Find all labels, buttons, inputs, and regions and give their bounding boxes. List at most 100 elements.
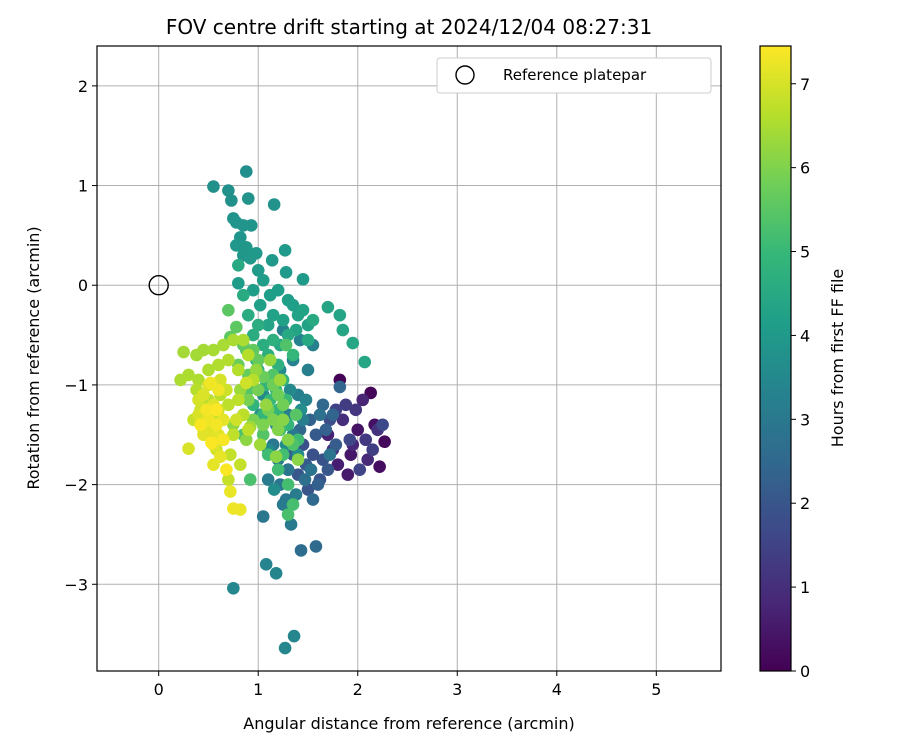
data-point	[373, 460, 386, 473]
colorbar-tick-label: 5	[800, 243, 810, 262]
data-point	[298, 473, 312, 486]
data-point	[205, 436, 218, 450]
data-point	[281, 433, 295, 447]
data-point	[296, 272, 310, 286]
data-point	[251, 263, 265, 277]
data-point	[224, 485, 237, 498]
data-point	[227, 428, 240, 442]
x-axis-ticks: 0 1 2 3 4 5	[154, 671, 661, 699]
data-point	[197, 428, 210, 442]
data-point	[256, 338, 270, 352]
data-point	[202, 363, 215, 377]
data-point	[222, 398, 235, 412]
data-point	[333, 380, 347, 394]
colorbar-tick-label: 6	[800, 159, 810, 178]
data-point	[319, 423, 333, 437]
data-point	[267, 198, 281, 211]
data-point	[281, 508, 295, 521]
y-tick-label: −3	[64, 575, 88, 594]
data-point	[289, 408, 303, 422]
data-point	[284, 518, 298, 531]
data-point	[230, 239, 243, 252]
data-point	[256, 273, 270, 287]
data-point	[333, 308, 347, 322]
data-point	[358, 355, 372, 369]
data-point	[344, 448, 358, 461]
data-point	[351, 423, 365, 437]
data-point	[353, 463, 367, 476]
data-point	[210, 418, 223, 432]
colorbar-tick-label: 1	[800, 578, 810, 597]
colorbar-tick-label: 3	[800, 410, 810, 429]
data-point	[182, 368, 195, 382]
data-point	[366, 443, 379, 457]
data-point	[246, 328, 260, 342]
data-point	[266, 333, 280, 347]
data-point	[326, 408, 340, 422]
y-tick-label: 0	[78, 276, 88, 295]
data-point	[194, 418, 207, 432]
data-point	[349, 403, 363, 417]
legend-label-reference: Reference platepar	[503, 66, 647, 84]
data-point	[278, 244, 292, 257]
data-point	[251, 318, 265, 332]
x-tick-label: 3	[452, 680, 462, 699]
data-point	[306, 313, 320, 327]
colorbar-tick-label: 7	[800, 75, 810, 94]
data-point	[309, 540, 323, 553]
data-point	[244, 219, 258, 232]
data-point	[246, 283, 260, 297]
x-tick-label: 0	[154, 680, 164, 699]
data-point	[276, 498, 290, 511]
data-point	[276, 413, 290, 427]
data-point	[331, 458, 345, 471]
data-point	[256, 510, 270, 523]
data-point	[343, 433, 357, 447]
data-point	[249, 363, 263, 377]
colorbar-tick-label: 4	[800, 326, 810, 345]
data-point	[336, 323, 350, 337]
data-point	[279, 265, 293, 279]
data-point	[182, 442, 195, 456]
data-point	[291, 453, 305, 466]
data-point	[313, 408, 327, 422]
data-point	[230, 413, 243, 427]
data-point	[214, 373, 227, 387]
data-point	[239, 433, 253, 447]
data-point	[212, 358, 225, 372]
data-point	[234, 458, 247, 471]
x-tick-label: 4	[552, 680, 562, 699]
data-point	[341, 468, 355, 481]
data-point	[253, 298, 267, 312]
data-point	[224, 448, 237, 461]
data-point	[217, 433, 230, 447]
data-point	[239, 165, 253, 178]
data-point	[251, 353, 265, 367]
data-point	[271, 283, 285, 297]
data-point	[256, 418, 270, 432]
colorbar-label: Hours from first FF file	[828, 269, 847, 448]
data-point	[323, 448, 337, 461]
data-point	[269, 450, 283, 463]
data-point	[271, 463, 285, 476]
data-point	[253, 438, 267, 452]
data-point	[251, 383, 265, 397]
colorbar-frame	[759, 45, 792, 672]
data-point	[236, 288, 250, 302]
y-tick-label: −1	[64, 376, 88, 395]
data-point	[197, 343, 210, 357]
data-point	[294, 544, 308, 557]
data-point	[214, 450, 227, 463]
data-point	[276, 398, 290, 412]
legend: Reference platepar	[436, 57, 712, 94]
data-point	[301, 333, 315, 347]
data-point	[267, 483, 281, 496]
data-point	[321, 300, 335, 314]
data-point	[222, 303, 235, 317]
data-point	[261, 473, 275, 486]
data-point	[220, 463, 233, 476]
data-point	[232, 363, 245, 377]
data-point	[378, 435, 391, 449]
data-point	[259, 398, 273, 412]
